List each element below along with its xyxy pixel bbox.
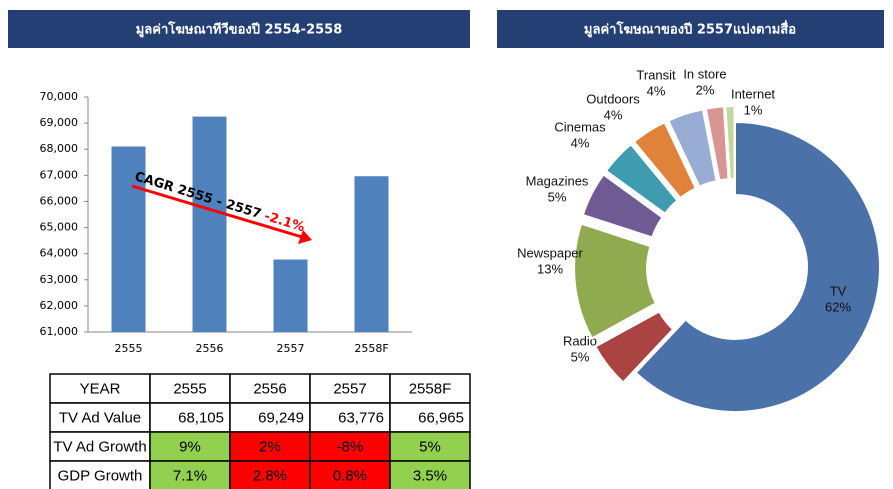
slice-name: Internet [731,86,775,101]
table-text: 66,965 [418,409,464,426]
donut-slice [704,105,730,182]
slice-name: TV [830,283,847,298]
y-tick-label: 65,000 [40,221,79,234]
y-tick-label: 70,000 [40,90,79,103]
header-bar [8,10,470,48]
slice-label: 5% [571,349,590,364]
table-text: 5% [419,438,441,455]
y-tick-label: 69,000 [40,116,79,129]
slice-label: 62% [825,299,851,314]
slice-name: In store [683,66,726,81]
table-cell [149,402,231,433]
table-text: 7.1% [173,467,207,484]
table-text: 63,776 [338,409,384,426]
table-text: TV Ad Growth [53,438,146,455]
arrow-head [298,230,312,244]
y-tick-label: 61,000 [40,325,79,338]
table-cell [229,431,311,462]
slice-name: Newspaper [517,245,583,260]
y-tick-label: 63,000 [40,273,79,286]
table-cell [309,402,391,433]
x-tick-label: 2557 [277,342,305,355]
slice-name: Transit [636,67,676,82]
table-cell [389,373,471,404]
table-cell [49,402,151,433]
table-text: -8% [337,438,364,455]
donut-slice [593,310,675,384]
y-tick-label: 67,000 [40,168,79,181]
table-text: YEAR [80,380,121,397]
donut-slice [573,222,658,340]
slice-label: 4% [571,135,590,150]
table-text: 2% [259,438,281,455]
donut-slice [666,108,718,188]
y-tick-label: 68,000 [40,142,79,155]
chart-title: มูลค่าโฆษณาของปี 2557แบ่งตามสื่อ [584,20,796,38]
table-cell [389,460,471,489]
slice-name: Outdoors [586,91,640,106]
slice-label: 4% [647,83,666,98]
slice-name: Radio [563,333,597,348]
x-tick-label: 2556 [196,342,224,355]
table-text: 2.8% [253,467,287,484]
slice-label: 4% [604,107,623,122]
table-cell [149,460,231,489]
y-tick-label: 66,000 [40,194,79,207]
bar [354,176,389,332]
donut-slice [581,173,664,239]
table-text: 0.8% [333,467,367,484]
table-text: 2557 [333,380,366,397]
bar [192,116,227,333]
bar [273,259,308,332]
slice-label: 5% [548,189,567,204]
table-text: 2558F [409,380,452,397]
slice-name: Magazines [526,173,589,188]
table-text: 9% [179,438,201,455]
y-tick-label: 64,000 [40,247,79,260]
header-bar [497,10,884,48]
donut-slice [604,142,679,216]
table-text: 2555 [173,380,206,397]
donut-slice [634,120,882,413]
y-tick-label: 62,000 [40,299,79,312]
table-cell [309,460,391,489]
table-text: 2556 [253,380,286,397]
slice-label: 1% [744,102,763,117]
slice-name: Cinemas [554,119,606,134]
table-text: 3.5% [413,467,447,484]
arrow-line [131,184,303,239]
slice-label: 2% [696,82,715,97]
table-cell [49,460,151,489]
table-cell [49,373,151,404]
table-text: TV Ad Value [59,409,141,426]
table-text: 69,249 [258,409,304,426]
slice-label: 13% [537,261,563,276]
donut-slice [632,120,698,200]
table-text: 68,105 [178,409,224,426]
chart-title: มูลค่าโฆษณาทีวีของปี 2554-2558 [136,21,343,38]
bar [111,146,146,332]
table-text: GDP Growth [58,467,143,484]
x-tick-label: 2555 [115,342,143,355]
x-tick-label: 2558F [354,342,388,355]
table-cell [309,373,391,404]
donut-slice [724,105,736,181]
